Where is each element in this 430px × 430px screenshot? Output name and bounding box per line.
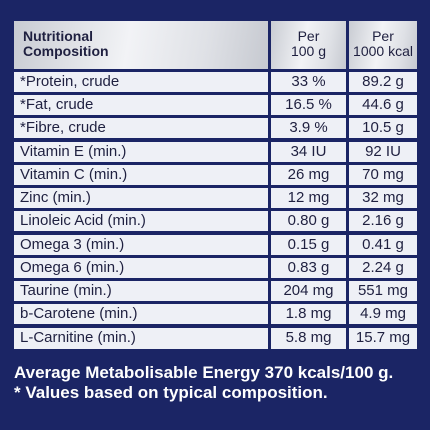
nutrition-table: Nutritional Composition *Protein, crude … <box>14 21 417 356</box>
column-nutrient: Nutritional Composition *Protein, crude … <box>14 21 268 356</box>
header-per-1000kcal: Per 1000 kcal <box>349 21 417 69</box>
value-per1000-zinc: 32 mg <box>349 188 417 208</box>
nutrient-label-linoleic-acid: Linoleic Acid (min.) <box>14 211 268 231</box>
value-per100-omega-3: 0.15 g <box>271 235 346 255</box>
nutrient-label-b-carotene: b-Carotene (min.) <box>14 304 268 324</box>
value-per1000-linoleic-acid: 2.16 g <box>349 211 417 231</box>
header-per100-line-1: Per <box>297 28 320 44</box>
nutrient-label-omega-6: Omega 6 (min.) <box>14 258 268 278</box>
nutrient-label-omega-3: Omega 3 (min.) <box>14 235 268 255</box>
column-per-1000kcal: Per 1000 kcal 89.2 g 44.6 g 10.5 g 92 IU… <box>349 21 417 356</box>
header-per100-line-2: 100 g <box>290 43 327 59</box>
value-per1000-fat: 44.6 g <box>349 95 417 115</box>
value-per100-taurine: 204 mg <box>271 281 346 301</box>
header-label-line-2: Composition <box>23 43 109 59</box>
header-per-100g: Per 100 g <box>271 21 346 69</box>
nutrient-label-protein: *Protein, crude <box>14 72 268 92</box>
value-per1000-fibre: 10.5 g <box>349 118 417 138</box>
value-per100-fibre: 3.9 % <box>271 118 346 138</box>
value-per100-linoleic-acid: 0.80 g <box>271 211 346 231</box>
header-nutritional-composition: Nutritional Composition <box>14 21 268 69</box>
nutrient-label-vitamin-e: Vitamin E (min.) <box>14 142 268 162</box>
value-per100-protein: 33 % <box>271 72 346 92</box>
nutrient-label-fat: *Fat, crude <box>14 95 268 115</box>
column-per-100g: Per 100 g 33 % 16.5 % 3.9 % 34 IU 26 mg … <box>271 21 346 356</box>
value-per1000-omega-3: 0.41 g <box>349 235 417 255</box>
value-per100-b-carotene: 1.8 mg <box>271 304 346 324</box>
footnote-metabolisable-energy: Average Metabolisable Energy 370 kcals/1… <box>14 363 394 382</box>
header-label-line-1: Nutritional <box>23 28 93 44</box>
value-per100-l-carnitine: 5.8 mg <box>271 328 346 349</box>
nutrient-label-fibre: *Fibre, crude <box>14 118 268 138</box>
nutrient-label-taurine: Taurine (min.) <box>14 281 268 301</box>
nutrient-label-l-carnitine: L-Carnitine (min.) <box>14 328 268 349</box>
value-per100-vitamin-c: 26 mg <box>271 165 346 185</box>
value-per100-omega-6: 0.83 g <box>271 258 346 278</box>
header-per1000-line-2: 1000 kcal <box>353 43 413 59</box>
value-per1000-l-carnitine: 15.7 mg <box>349 328 417 349</box>
value-per100-vitamin-e: 34 IU <box>271 142 346 162</box>
value-per1000-b-carotene: 4.9 mg <box>349 304 417 324</box>
header-per1000-line-1: Per <box>372 28 394 44</box>
footnote-typical-composition: * Values based on typical composition. <box>14 383 328 402</box>
value-per1000-protein: 89.2 g <box>349 72 417 92</box>
value-per1000-omega-6: 2.24 g <box>349 258 417 278</box>
value-per1000-taurine: 551 mg <box>349 281 417 301</box>
value-per100-fat: 16.5 % <box>271 95 346 115</box>
value-per100-zinc: 12 mg <box>271 188 346 208</box>
nutrient-label-vitamin-c: Vitamin C (min.) <box>14 165 268 185</box>
nutrient-label-zinc: Zinc (min.) <box>14 188 268 208</box>
value-per1000-vitamin-c: 70 mg <box>349 165 417 185</box>
value-per1000-vitamin-e: 92 IU <box>349 142 417 162</box>
